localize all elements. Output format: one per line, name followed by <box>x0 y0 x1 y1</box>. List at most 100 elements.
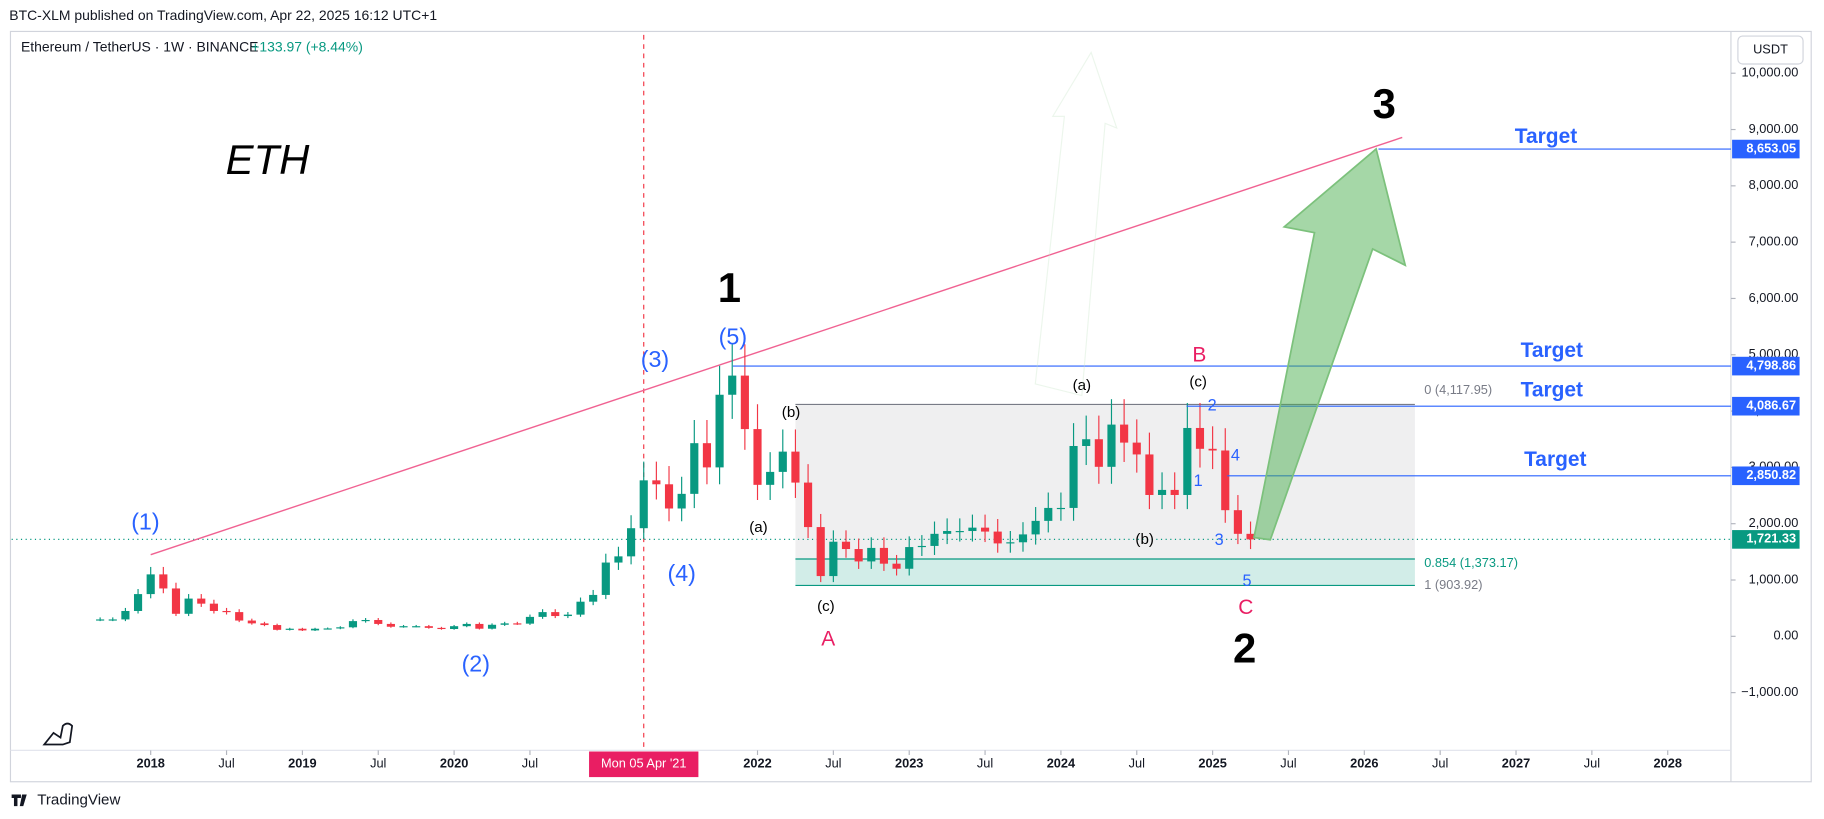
candle-body <box>386 623 395 627</box>
wave-label: (c) <box>1189 374 1207 391</box>
x-tick-label: 2026 <box>1350 756 1378 771</box>
candle-body <box>1195 427 1205 449</box>
symbol: Ethereum / TetherUS · 1W · BINANCE <box>21 38 259 54</box>
candle-body <box>1094 439 1103 467</box>
x-tick-label: 2018 <box>136 756 164 771</box>
candle-body <box>450 626 459 629</box>
x-tick-label: Jul <box>522 756 538 771</box>
candle-body <box>1157 489 1167 495</box>
candle-body <box>361 619 370 622</box>
candle-body <box>487 624 497 629</box>
candle-body <box>715 394 724 468</box>
candle-body <box>563 614 572 617</box>
wave-label: 1 <box>718 264 741 311</box>
price-tag <box>1732 139 1800 159</box>
candle-body <box>513 623 522 625</box>
wave-label: (a) <box>1073 377 1091 394</box>
x-tick-label: Jul <box>977 756 993 771</box>
price-tag-label: 4,798.86 <box>1746 357 1796 372</box>
candle-body <box>146 574 155 595</box>
wave-label: (c) <box>817 598 835 615</box>
x-tick-label: 2020 <box>440 756 468 771</box>
candle-body <box>766 471 775 485</box>
candle-body <box>285 628 294 630</box>
candle-body <box>1246 533 1255 540</box>
candle-body <box>854 549 863 562</box>
candle-body <box>879 547 888 564</box>
candle-body <box>791 451 800 483</box>
candle-body <box>905 547 914 569</box>
wave-label: (4) <box>667 560 695 586</box>
y-tick-label: 10,000.00 <box>1742 65 1799 80</box>
candle-body <box>525 616 535 624</box>
price-tag <box>1732 396 1800 416</box>
candle-body <box>133 594 143 611</box>
fib-label: 1 (903.92) <box>1424 577 1482 592</box>
current-price-label: 1,721.33 <box>1746 531 1796 546</box>
y-tick-label: 1,000.00 <box>1749 571 1799 586</box>
candle-body <box>121 610 130 620</box>
x-tick-label: Jul <box>825 756 841 771</box>
faded-arrow <box>1034 51 1118 397</box>
currency-button[interactable] <box>1737 35 1804 65</box>
trendline <box>150 136 1403 556</box>
candle-body <box>424 626 433 628</box>
candle-body <box>336 627 345 629</box>
wave-label: (a) <box>749 519 767 536</box>
x-tick-label: 2028 <box>1654 756 1682 771</box>
candle-body <box>247 620 256 624</box>
currency[interactable]: USDT <box>1753 41 1788 56</box>
y-tick-label: 2,000.00 <box>1749 515 1799 530</box>
y-tick-label: 8,000.00 <box>1749 177 1799 192</box>
candle-body <box>728 375 737 395</box>
x-tick-label: Jul <box>370 756 386 771</box>
date-marker-tag <box>589 751 699 778</box>
publisher: BTC-XLM published on TradingView.com, Ap… <box>9 7 437 23</box>
candle-body <box>323 628 332 630</box>
y-tick-label: 0.00 <box>1774 628 1799 643</box>
candle-body <box>310 628 320 631</box>
candle-body <box>677 493 686 509</box>
x-tick-label: 2025 <box>1198 756 1226 771</box>
x-tick-label: 2024 <box>1047 756 1076 771</box>
target-name: Target <box>1524 448 1586 471</box>
candle-body <box>1082 439 1091 446</box>
chart-frame <box>9 30 1812 783</box>
candle-body <box>96 619 105 621</box>
candle-body <box>690 443 699 494</box>
candle-body <box>475 623 484 629</box>
candle-body <box>627 528 636 557</box>
candle-body <box>1183 427 1192 495</box>
y-tick-label: 6,000.00 <box>1749 290 1799 305</box>
candle-body <box>955 531 964 533</box>
candle-body <box>702 443 712 468</box>
candle-body <box>374 619 383 624</box>
y-tick-label: 9,000.00 <box>1749 121 1799 136</box>
chart-title: ETH <box>226 136 310 183</box>
candle-body <box>108 619 117 621</box>
x-tick-label: 2019 <box>288 756 316 771</box>
price-tag-label: 4,086.67 <box>1746 398 1796 413</box>
wave-label: 3 <box>1215 531 1224 549</box>
candle-body <box>930 533 939 546</box>
candle-body <box>462 623 471 627</box>
candle-body <box>980 527 990 532</box>
candle-body <box>209 603 218 611</box>
candle-body <box>589 594 598 602</box>
candle-body <box>1145 454 1154 495</box>
fib-label: 0.854 (1,373.17) <box>1424 555 1518 570</box>
candle-body <box>437 627 446 630</box>
candle-body <box>197 598 206 604</box>
wave-label: (3) <box>641 346 669 372</box>
x-tick-label: Jul <box>1584 756 1600 771</box>
wave-label: 4 <box>1231 446 1240 464</box>
x-tick-label: Jul <box>1432 756 1448 771</box>
candle-body <box>917 545 926 548</box>
x-tick-label: 2023 <box>895 756 923 771</box>
x-tick-label: 2022 <box>743 756 771 771</box>
fib-zone <box>795 404 1415 559</box>
candle-body <box>968 527 977 532</box>
candle-body <box>778 451 787 472</box>
